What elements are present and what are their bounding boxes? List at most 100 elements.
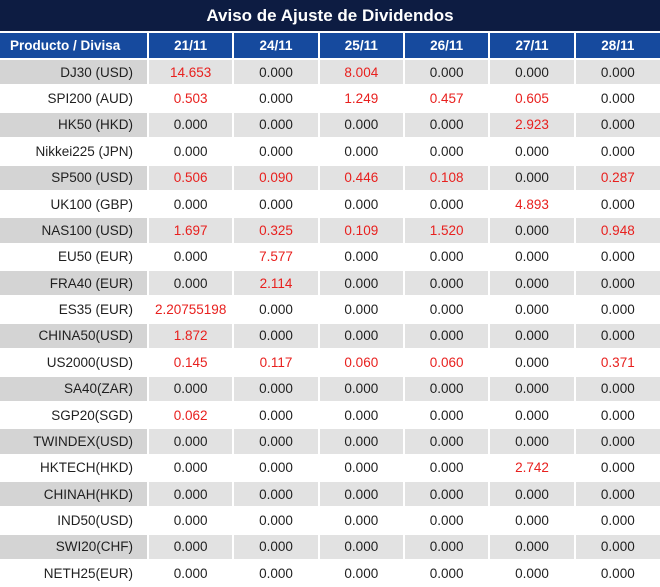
value-cell: 0.000: [488, 163, 575, 191]
value-cell: 0.000: [573, 559, 660, 585]
value-cell: 0.000: [488, 374, 575, 402]
product-label-cell: NAS100 (USD): [0, 216, 148, 244]
value-cell: 0.000: [573, 189, 660, 218]
product-column-header: Producto / Divisa: [0, 33, 148, 59]
product-label-cell: NETH25(EUR): [0, 559, 148, 585]
value-cell: 0.000: [232, 110, 319, 139]
value-cell: 0.000: [402, 57, 490, 86]
header-row: Producto / Divisa 21/11 24/11 25/11 26/11 27…: [0, 33, 660, 59]
value-cell: 0.000: [317, 506, 404, 534]
value-cell: 0.000: [573, 532, 660, 561]
value-cell: 0.000: [573, 137, 660, 165]
value-cell: 0.446: [317, 163, 404, 191]
value-cell: 4.893: [488, 189, 575, 218]
value-cell: 0.000: [232, 374, 319, 402]
value-cell: 0.000: [317, 137, 404, 165]
value-cell: 0.000: [573, 479, 660, 508]
table-row: SPI200 (AUD) 0.503 0.000 1.249 0.457 0.605 0.0…: [0, 84, 660, 112]
value-cell: 0.000: [488, 268, 575, 297]
value-cell: 0.000: [488, 321, 575, 350]
value-cell: 0.506: [146, 163, 234, 191]
value-cell: 0.000: [317, 295, 404, 323]
value-cell: 0.000: [402, 295, 490, 323]
table-row: SGP20(SGD) 0.062 0.000 0.000 0.000 0.000 0.000: [0, 400, 660, 429]
table-row: UK100 (GBP) 0.000 0.000 0.000 0.000 4.893 0.00…: [0, 189, 660, 218]
product-label-cell: UK100 (GBP): [0, 189, 148, 218]
table-row: CHINA50(USD) 1.872 0.000 0.000 0.000 0.000 0.0…: [0, 321, 660, 350]
value-cell: 0.000: [402, 137, 490, 165]
table-row: SWI20(CHF) 0.000 0.000 0.000 0.000 0.000 0.000: [0, 532, 660, 561]
value-cell: 0.000: [488, 137, 575, 165]
value-cell: 0.000: [573, 268, 660, 297]
value-cell: 0.000: [317, 532, 404, 561]
value-cell: 0.000: [146, 242, 234, 270]
product-label-cell: FRA40 (EUR): [0, 268, 148, 297]
value-cell: 0.000: [573, 400, 660, 429]
value-cell: 0.109: [317, 216, 404, 244]
product-label-cell: DJ30 (USD): [0, 57, 148, 86]
column-header: 27/11: [488, 33, 575, 59]
value-cell: 0.000: [232, 137, 319, 165]
value-cell: 2.923: [488, 110, 575, 139]
table-row: SA40(ZAR) 0.000 0.000 0.000 0.000 0.000 0.000: [0, 374, 660, 402]
value-cell: 0.000: [488, 532, 575, 561]
value-cell: 0.325: [232, 216, 319, 244]
value-cell: 0.000: [146, 453, 234, 481]
value-cell: 0.000: [317, 559, 404, 585]
value-cell: 0.000: [488, 427, 575, 455]
product-label-cell: HK50 (HKD): [0, 110, 148, 139]
value-cell: 0.000: [317, 110, 404, 139]
value-cell: 0.000: [488, 506, 575, 534]
value-cell: 0.000: [317, 400, 404, 429]
product-label-cell: HKTECH(HKD): [0, 453, 148, 481]
column-header: 24/11: [232, 33, 319, 59]
product-label-cell: SWI20(CHF): [0, 532, 148, 561]
value-cell: 1.872: [146, 321, 234, 350]
page-title: Aviso de Ajuste de Dividendos: [0, 0, 660, 33]
value-cell: 0.503: [146, 84, 234, 112]
product-label-cell: SP500 (USD): [0, 163, 148, 191]
value-cell: 0.000: [573, 374, 660, 402]
value-cell: 0.000: [146, 427, 234, 455]
value-cell: 0.000: [317, 479, 404, 508]
table-row: FRA40 (EUR) 0.000 2.114 0.000 0.000 0.000 0.00…: [0, 268, 660, 297]
table-row: TWINDEX(USD) 0.000 0.000 0.000 0.000 0.000 0.0…: [0, 427, 660, 455]
table-row: EU50 (EUR) 0.000 7.577 0.000 0.000 0.000 0.000: [0, 242, 660, 270]
value-cell: 0.000: [232, 321, 319, 350]
value-cell: 0.000: [317, 268, 404, 297]
value-cell: 0.000: [402, 427, 490, 455]
value-cell: 1.520: [402, 216, 490, 244]
value-cell: 0.000: [488, 242, 575, 270]
value-cell: 0.090: [232, 163, 319, 191]
value-cell: 0.000: [573, 321, 660, 350]
value-cell: 0.000: [402, 374, 490, 402]
table-row: HKTECH(HKD) 0.000 0.000 0.000 0.000 2.742 0.00…: [0, 453, 660, 481]
value-cell: 0.000: [317, 189, 404, 218]
value-cell: 0.000: [146, 268, 234, 297]
product-label-cell: Nikkei225 (JPN): [0, 137, 148, 165]
value-cell: 0.000: [402, 453, 490, 481]
value-cell: 0.000: [573, 453, 660, 481]
product-label-cell: SPI200 (AUD): [0, 84, 148, 112]
value-cell: 0.000: [402, 321, 490, 350]
product-label-cell: ES35 (EUR): [0, 295, 148, 323]
table-row: SP500 (USD) 0.506 0.090 0.446 0.108 0.000 0.28…: [0, 163, 660, 191]
table-row: DJ30 (USD) 14.653 0.000 8.004 0.000 0.000 0.00…: [0, 57, 660, 86]
table-body: DJ30 (USD) 14.653 0.000 8.004 0.000 0.000 0.00…: [0, 57, 660, 585]
value-cell: 0.000: [488, 479, 575, 508]
table-row: NETH25(EUR) 0.000 0.000 0.000 0.000 0.000 0.00…: [0, 559, 660, 585]
value-cell: 0.108: [402, 163, 490, 191]
product-label-cell: EU50 (EUR): [0, 242, 148, 270]
product-label-cell: SA40(ZAR): [0, 374, 148, 402]
column-header: 21/11: [146, 33, 234, 59]
value-cell: 14.653: [146, 57, 234, 86]
value-cell: 0.000: [146, 189, 234, 218]
value-cell: 2.20755198: [146, 295, 234, 323]
value-cell: 0.000: [232, 479, 319, 508]
value-cell: 0.000: [232, 400, 319, 429]
value-cell: 0.062: [146, 400, 234, 429]
value-cell: 0.000: [488, 216, 575, 244]
value-cell: 0.000: [402, 268, 490, 297]
value-cell: 7.577: [232, 242, 319, 270]
value-cell: 0.000: [317, 453, 404, 481]
